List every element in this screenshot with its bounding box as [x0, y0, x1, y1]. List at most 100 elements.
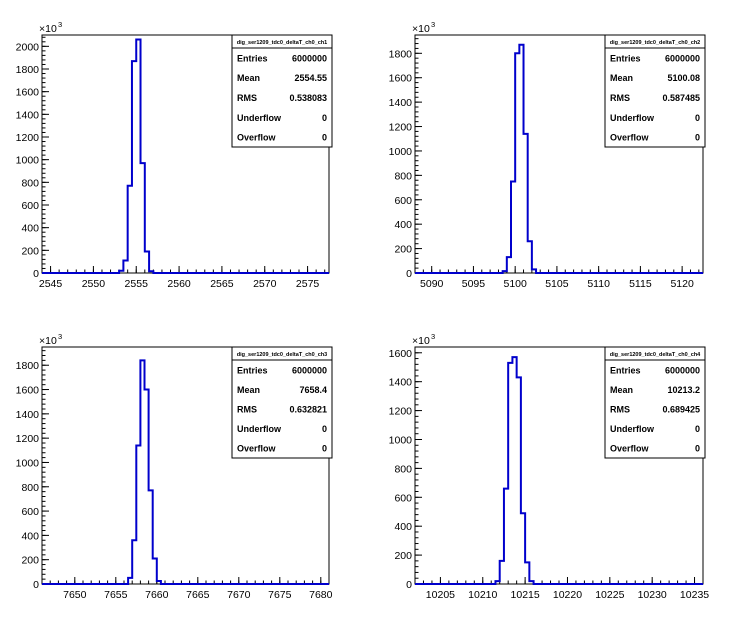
histogram-panel-1: 0 200 400 600 800 1000 1200 1400 1600 1800 2000 254…: [16, 20, 333, 290]
stats-title: dig_ser1209_tdc0_deltaT_ch0_ch4: [610, 352, 701, 358]
histogram-bin: [119, 271, 123, 273]
y-tick-label: 1400: [16, 109, 40, 121]
y-multiplier-label: ×10: [39, 23, 57, 35]
y-tick-label: 600: [394, 195, 412, 207]
stats-box: [604, 346, 706, 459]
histogram-bin: [153, 558, 157, 584]
histogram-bin: [512, 357, 516, 584]
x-tick-label: 5100: [503, 278, 527, 290]
histogram-series-line: [42, 38, 329, 274]
histogram-bin: [123, 261, 127, 273]
x-tick-label: 2570: [253, 278, 277, 290]
y-tick-label: 800: [21, 482, 39, 494]
y-tick-label: 200: [21, 555, 39, 567]
histogram-bin: [532, 269, 536, 273]
histogram-bin: [141, 163, 145, 273]
y-multiplier-exponent: 3: [58, 20, 62, 29]
histogram-panel-2: 0 200 400 600 800 1000 1200 1400 1600 1800 5090 509…: [389, 20, 706, 290]
histogram-bin: [525, 562, 529, 584]
y-tick-label: 800: [21, 177, 39, 189]
stats-value: 0: [695, 424, 700, 434]
y-tick-label: 0: [406, 268, 412, 280]
histogram-bin: [157, 581, 161, 584]
x-tick-label: 7655: [104, 589, 128, 601]
y-tick-label: 1600: [16, 385, 40, 397]
stats-value: 5100.08: [667, 73, 700, 83]
y-tick-label: 1800: [16, 64, 40, 76]
y-multiplier-exponent: 3: [431, 332, 435, 341]
y-tick-label: 1400: [389, 377, 413, 389]
y-tick-label: 1400: [16, 409, 40, 421]
y-tick-label: 0: [33, 268, 39, 280]
y-tick-label: 600: [394, 492, 412, 504]
x-tick-label: 7680: [309, 589, 333, 601]
x-tick-label: 10235: [680, 589, 709, 601]
y-multiplier-label: ×10: [39, 335, 57, 347]
x-tick-label: 10205: [426, 589, 455, 601]
stats-value: 0.632821: [289, 405, 327, 415]
stats-label: Underflow: [237, 113, 282, 123]
y-tick-label: 1600: [389, 73, 413, 85]
y-tick-label: 200: [21, 245, 39, 257]
stats-title: dig_ser1209_tdc0_deltaT_ch0_ch3: [237, 352, 328, 358]
y-tick-label: 200: [394, 244, 412, 256]
y-tick-label: 800: [394, 170, 412, 182]
stats-box: [604, 34, 706, 148]
stats-label: Entries: [610, 53, 641, 63]
y-tick-label: 1600: [389, 348, 413, 360]
y-tick-label: 600: [21, 200, 39, 212]
y-tick-label: 1000: [16, 457, 40, 469]
y-tick-label: 2000: [16, 41, 40, 53]
stats-label: RMS: [237, 405, 257, 415]
x-tick-label: 5115: [629, 278, 652, 290]
stats-title: dig_ser1209_tdc0_deltaT_ch0_ch2: [610, 40, 701, 46]
stats-value: 6000000: [292, 365, 327, 375]
stats-value: 0.689425: [662, 405, 700, 415]
histogram-bin: [528, 241, 532, 273]
histogram-bin: [511, 181, 515, 273]
histogram-bin: [128, 186, 132, 273]
histogram-bin: [149, 271, 153, 273]
histogram-series-line: [415, 43, 703, 274]
y-tick-label: 200: [394, 550, 412, 562]
y-tick-label: 1000: [389, 146, 413, 158]
histogram-bin: [149, 490, 153, 584]
y-tick-label: 600: [21, 506, 39, 518]
y-tick-label: 1800: [389, 48, 413, 60]
x-tick-label: 7660: [145, 589, 169, 601]
y-tick-label: 1000: [389, 434, 413, 446]
stats-box: [231, 346, 333, 459]
histogram-bin: [128, 578, 132, 584]
stats-value: 0: [322, 113, 327, 123]
stats-value: 10213.2: [667, 385, 700, 395]
histogram-bin: [132, 540, 136, 584]
stats-label: Overflow: [610, 133, 650, 143]
x-tick-label: 5120: [670, 278, 694, 290]
x-tick-label: 7670: [227, 589, 251, 601]
stats-label: Underflow: [610, 113, 655, 123]
histogram-bin: [132, 61, 136, 273]
histogram-bin: [495, 581, 499, 584]
stats-label: Mean: [610, 385, 633, 395]
histogram-bin: [529, 581, 533, 584]
stats-value: 6000000: [665, 365, 700, 375]
stats-value: 0: [322, 424, 327, 434]
histogram-bin: [145, 390, 149, 584]
stats-label: RMS: [610, 93, 630, 103]
stats-value: 2554.55: [294, 73, 327, 83]
histogram-bin: [136, 40, 140, 273]
histogram-bin: [503, 271, 507, 273]
histogram-bin: [507, 257, 511, 273]
histogram-bin: [515, 53, 519, 273]
stats-label: Mean: [237, 73, 260, 83]
histogram-bin: [524, 134, 528, 273]
stats-value: 0: [322, 133, 327, 143]
stats-label: Underflow: [237, 424, 282, 434]
stats-value: 0: [695, 444, 700, 454]
x-tick-label: 2560: [167, 278, 191, 290]
stats-label: Entries: [237, 365, 268, 375]
y-tick-label: 800: [394, 463, 412, 475]
stats-value: 6000000: [292, 53, 327, 63]
histogram-series-line: [415, 356, 703, 585]
histogram-panel-4: 0 200 400 600 800 1000 1200 1400 1600 10205 10210 1…: [389, 332, 710, 601]
